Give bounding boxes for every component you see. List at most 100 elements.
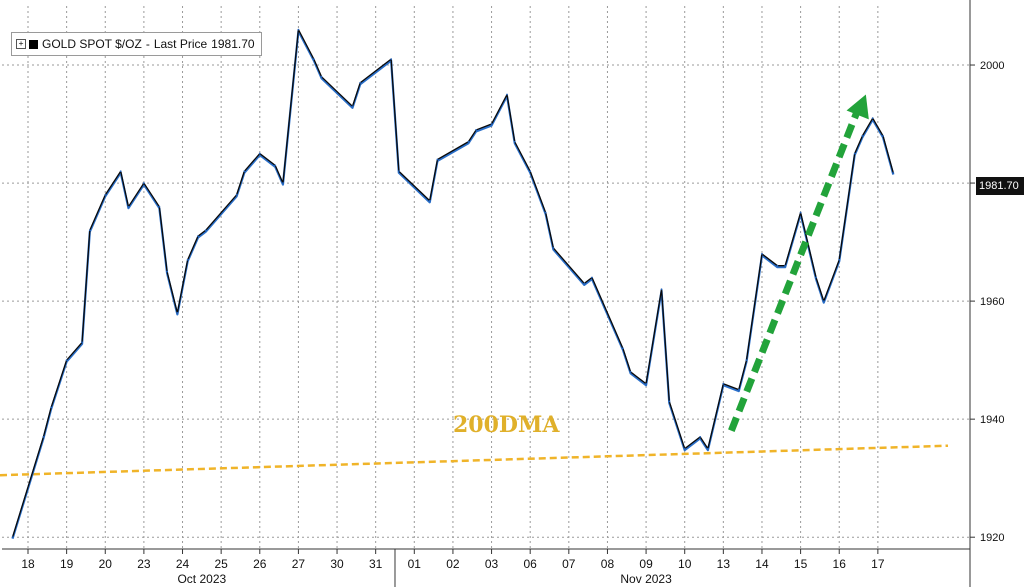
price-point [737,388,740,391]
price-point [88,229,91,232]
y-tick-label: 2000 [980,60,1004,72]
y-tick-label: 1960 [980,296,1004,308]
price-point [722,382,725,385]
x-month-label-nov: Nov 2023 [620,572,672,586]
y-tick-label: 1920 [980,532,1004,544]
price-point [660,288,663,291]
axes [2,0,975,587]
price-point [776,264,779,267]
legend-last-price-value: 1981.70 [211,37,255,51]
price-point [397,170,400,173]
price-point [158,205,161,208]
price-point [50,406,53,409]
price-point [529,170,532,173]
x-tick-label: 13 [717,557,731,571]
price-point [668,400,671,403]
x-tick-label: 03 [485,557,499,571]
legend-expand-icon[interactable]: + [16,39,26,49]
x-tick-label: 01 [408,557,422,571]
price-point [683,447,686,450]
price-point [761,252,763,255]
price-point [513,140,516,143]
price-point [104,193,107,196]
price-point [274,164,277,167]
price-point [706,447,709,450]
x-tick-label: 15 [794,557,808,571]
price-point [119,170,122,173]
price-point [506,93,508,96]
price-point [861,134,864,137]
dma-200-annotation: 200DMA [453,412,560,438]
x-tick-label: 25 [214,557,228,571]
legend-separator: - [145,37,150,51]
price-point [42,435,45,438]
dma-series [0,444,949,477]
x-tick-label: 06 [524,557,538,571]
y-tick-label: 1940 [980,414,1004,426]
grid-lines [2,6,970,549]
x-tick-label: 26 [253,557,267,571]
x-tick-label: 23 [137,557,151,571]
x-tick-label: 31 [369,557,383,571]
price-point [320,75,323,78]
price-point [892,172,895,174]
price-point [186,258,189,261]
x-tick-label: 14 [755,557,769,571]
legend-series-label: GOLD SPOT $/OZ [42,37,142,51]
x-tick-label: 30 [330,557,344,571]
price-point [243,170,246,173]
price-point [490,123,493,125]
price-point [11,536,14,539]
price-point [552,247,555,249]
x-tick-label: 24 [176,557,190,571]
x-month-label-oct: Oct 2023 [177,572,226,586]
price-point [591,276,593,279]
dma-200-line [0,444,949,477]
price-point [853,152,856,155]
price-point [297,28,300,31]
x-tick-label: 20 [99,557,113,571]
price-point [467,140,470,143]
price-point [699,435,702,438]
price-series [11,28,895,540]
x-tick-label: 09 [639,557,653,571]
price-point [815,276,817,279]
price-point [258,152,261,155]
price-point [65,359,68,362]
x-tick-label: 18 [21,557,35,571]
green-trend-arrow-shaft [728,103,864,432]
annotations: 200DMA [453,94,869,438]
price-point [359,81,362,84]
price-point [882,134,884,137]
x-tick-label: 27 [292,557,306,571]
price-point [235,193,238,196]
price-point [81,341,83,344]
price-point [142,182,145,184]
price-point [436,158,439,161]
last-price-badge: 1981.70 [976,177,1024,195]
x-tick-label: 10 [678,557,692,571]
price-point [622,347,624,350]
price-point [822,300,825,303]
price-point [197,235,199,238]
price-point [629,371,632,373]
x-tick-label: 19 [60,557,74,571]
price-point [312,58,315,61]
legend-last-price-label: Last Price [153,37,208,51]
price-point [282,182,284,184]
price-point [544,211,547,214]
x-tick-label: 07 [562,557,576,571]
price-point [176,312,179,314]
legend[interactable]: + GOLD SPOT $/OZ - Last Price 1981.70 [11,32,262,56]
x-tick-label: 02 [446,557,460,571]
price-point [428,199,431,202]
series-color-swatch [29,39,38,49]
price-point [745,359,748,362]
price-point [871,117,874,120]
price-point [645,382,647,385]
price-point [799,211,802,214]
price-point [838,258,841,261]
price-point [204,229,207,232]
